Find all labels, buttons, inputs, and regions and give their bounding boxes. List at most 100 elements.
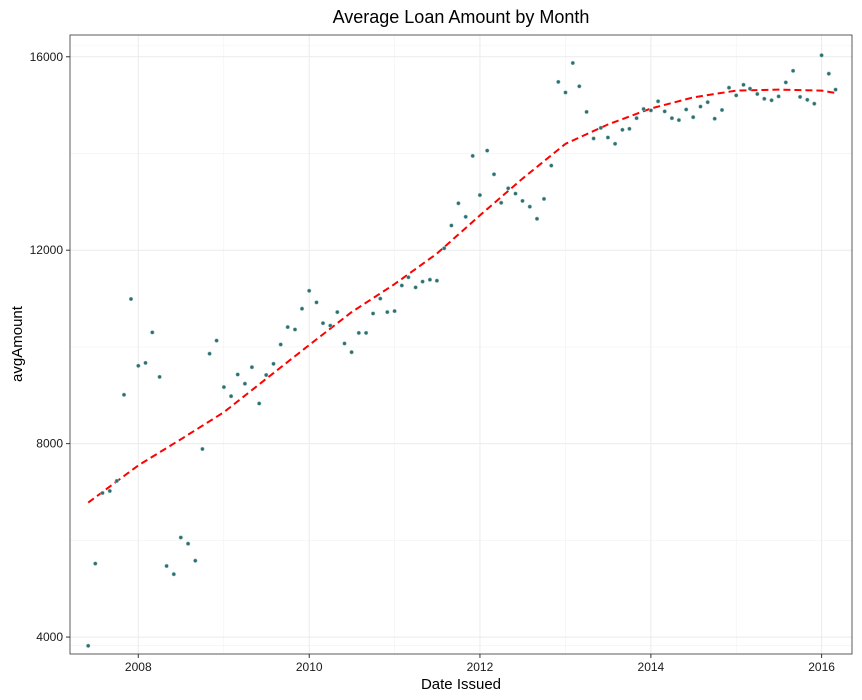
data-point [370, 311, 376, 316]
data-point [434, 278, 440, 283]
data-point [833, 87, 838, 92]
data-point [591, 136, 596, 141]
data-point [805, 97, 810, 102]
data-point [648, 108, 654, 113]
x-axis: 2008 2010 2012 2014 2016 [125, 654, 835, 674]
data-point [676, 117, 682, 123]
data-point [207, 351, 212, 356]
data-point [762, 96, 767, 101]
data-point [264, 372, 269, 378]
data-point [242, 381, 248, 386]
data-point [819, 53, 824, 58]
data-point [641, 106, 646, 112]
data-points [86, 53, 838, 648]
data-point [413, 285, 418, 290]
data-point [563, 90, 568, 95]
data-point [406, 275, 411, 280]
grid [70, 35, 852, 654]
data-point [655, 99, 661, 104]
data-point [541, 196, 547, 202]
y-tick-label: 4000 [36, 630, 63, 644]
data-point [826, 71, 831, 76]
y-tick-label: 8000 [36, 437, 63, 451]
data-point [477, 192, 483, 198]
data-point [790, 68, 796, 73]
x-tick-label: 2012 [467, 660, 494, 674]
data-point [534, 216, 540, 221]
data-point [556, 79, 561, 85]
data-point [114, 478, 119, 484]
data-point [605, 135, 611, 140]
data-point [499, 200, 504, 205]
data-point [285, 324, 290, 330]
data-point [193, 558, 198, 563]
data-point [420, 279, 425, 284]
data-point [506, 186, 511, 191]
data-point [399, 283, 404, 288]
data-point [684, 107, 689, 112]
data-point [734, 93, 739, 98]
data-point [328, 323, 333, 328]
data-point [150, 330, 155, 335]
data-point [549, 163, 554, 168]
data-point [726, 85, 732, 90]
data-point [228, 394, 234, 399]
data-point [214, 338, 219, 343]
data-point [171, 572, 176, 577]
data-point [584, 109, 589, 115]
plot-panel [69, 34, 853, 655]
data-point [185, 541, 191, 546]
data-point [356, 330, 361, 336]
data-point [342, 341, 347, 346]
data-point [128, 296, 134, 302]
data-point [612, 141, 618, 146]
data-point [257, 401, 262, 406]
data-point [200, 446, 205, 452]
chart-title: Average Loan Amount by Month [333, 7, 590, 27]
trend-line [87, 88, 836, 504]
data-point [121, 392, 127, 397]
data-point [299, 306, 305, 311]
data-point [385, 309, 390, 315]
data-point [783, 80, 788, 85]
data-point [157, 374, 162, 380]
y-tick-label: 12000 [30, 243, 64, 257]
data-point [292, 327, 298, 332]
data-point [577, 84, 582, 89]
data-point [691, 115, 696, 120]
data-point [463, 214, 468, 219]
data-point [470, 153, 475, 159]
data-point [100, 490, 105, 496]
data-point [669, 116, 675, 121]
data-point [93, 561, 98, 566]
data-point [392, 308, 397, 314]
data-point [136, 363, 141, 368]
data-point [719, 107, 725, 113]
x-tick-label: 2014 [638, 660, 665, 674]
data-point [335, 309, 340, 315]
data-point [249, 365, 255, 370]
data-point [491, 172, 497, 177]
data-point [86, 643, 91, 648]
x-tick-label: 2010 [296, 660, 323, 674]
data-point [427, 277, 433, 282]
data-point [363, 330, 369, 336]
data-point [513, 191, 518, 196]
data-point [769, 98, 774, 103]
data-point [271, 361, 276, 366]
x-tick-label: 2016 [808, 660, 835, 674]
data-point [307, 288, 312, 293]
data-point [705, 100, 710, 105]
data-point [520, 198, 525, 204]
data-point [164, 563, 169, 569]
data-point [776, 94, 781, 99]
data-point [143, 360, 148, 366]
y-axis: 4000 8000 12000 16000 [30, 50, 70, 644]
data-point [755, 91, 760, 97]
y-axis-title: avgAmount [9, 305, 26, 382]
data-point [349, 350, 354, 355]
data-point [235, 372, 240, 377]
data-point [378, 296, 383, 301]
data-point [634, 116, 639, 121]
data-point [747, 86, 753, 91]
